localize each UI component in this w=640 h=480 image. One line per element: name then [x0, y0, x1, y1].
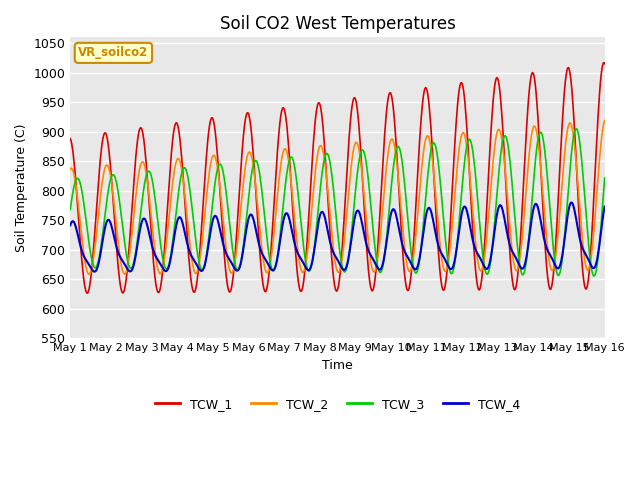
TCW_3	[418, 238, 426, 243]
TCW_4	[403, 253, 411, 259]
TCW_3	[591, 273, 598, 279]
Line: TCW_2: TCW_2	[70, 120, 605, 275]
Title: Soil CO2 West Temperatures: Soil CO2 West Temperatures	[220, 15, 456, 33]
TCW_3	[573, 126, 580, 132]
TCW_1	[132, 155, 140, 161]
TCW_4	[67, 222, 74, 228]
TCW_1	[76, 234, 84, 240]
TCW_4	[186, 250, 194, 255]
TCW_2	[214, 170, 222, 176]
TCW_2	[67, 166, 74, 172]
TCW_1	[67, 136, 74, 142]
Text: VR_soilco2: VR_soilco2	[78, 47, 148, 60]
TCW_4	[419, 235, 426, 241]
Legend: TCW_1, TCW_2, TCW_3, TCW_4: TCW_1, TCW_2, TCW_3, TCW_4	[150, 393, 525, 416]
TCW_4	[601, 204, 609, 209]
TCW_2	[419, 156, 426, 162]
TCW_2	[85, 272, 93, 277]
TCW_1	[84, 290, 92, 296]
TCW_2	[601, 118, 609, 123]
TCW_3	[601, 175, 609, 180]
TCW_4	[91, 269, 99, 275]
TCW_1	[600, 60, 608, 65]
TCW_3	[131, 253, 139, 259]
TCW_4	[132, 252, 140, 258]
TCW_2	[132, 194, 140, 200]
TCW_1	[214, 163, 222, 168]
TCW_2	[403, 262, 411, 267]
Y-axis label: Soil Temperature (C): Soil Temperature (C)	[15, 123, 28, 252]
TCW_3	[214, 167, 221, 172]
TCW_2	[76, 217, 84, 223]
TCW_3	[76, 180, 84, 185]
TCW_4	[214, 219, 222, 225]
TCW_3	[403, 198, 410, 204]
Line: TCW_1: TCW_1	[70, 62, 605, 293]
Line: TCW_4: TCW_4	[70, 203, 605, 272]
TCW_1	[186, 268, 194, 274]
TCW_2	[186, 242, 194, 248]
Line: TCW_3: TCW_3	[70, 129, 605, 276]
TCW_1	[419, 100, 426, 106]
X-axis label: Time: Time	[322, 359, 353, 372]
TCW_4	[76, 241, 84, 247]
TCW_1	[601, 61, 609, 67]
TCW_3	[67, 206, 74, 212]
TCW_4	[568, 200, 575, 205]
TCW_1	[403, 287, 411, 292]
TCW_3	[186, 182, 193, 188]
